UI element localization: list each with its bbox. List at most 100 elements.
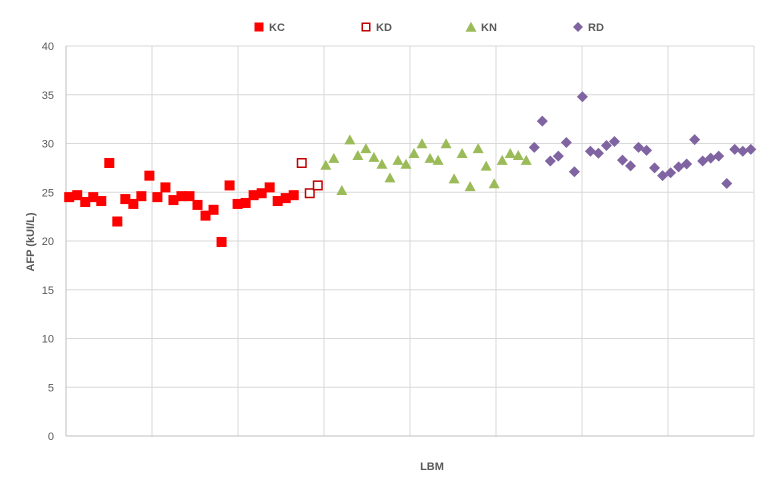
data-point bbox=[488, 178, 500, 189]
data-point bbox=[689, 134, 701, 146]
y-tick-label: 20 bbox=[42, 236, 54, 248]
data-point bbox=[592, 147, 604, 159]
data-point bbox=[288, 190, 299, 201]
data-point bbox=[600, 139, 612, 151]
data-point bbox=[681, 158, 693, 170]
data-point bbox=[520, 154, 532, 165]
data-point bbox=[625, 160, 637, 172]
data-point bbox=[224, 180, 235, 191]
data-point bbox=[248, 190, 259, 201]
data-point bbox=[552, 150, 564, 162]
data-point bbox=[152, 192, 163, 203]
axes bbox=[65, 46, 754, 437]
y-tick-label: 15 bbox=[42, 285, 54, 297]
y-tick-label: 35 bbox=[42, 90, 54, 102]
legend-label: KC bbox=[269, 22, 285, 34]
data-point bbox=[120, 194, 131, 205]
data-point bbox=[745, 143, 757, 155]
legend-item: KD bbox=[361, 22, 392, 34]
data-point bbox=[360, 143, 372, 154]
data-point bbox=[144, 170, 155, 181]
data-point bbox=[432, 154, 444, 165]
data-point bbox=[160, 182, 171, 193]
data-point bbox=[576, 91, 588, 103]
y-tick-label: 5 bbox=[48, 382, 54, 394]
y-tick-label: 30 bbox=[42, 139, 54, 151]
data-point bbox=[256, 188, 267, 199]
data-point bbox=[192, 199, 203, 210]
data-point bbox=[184, 191, 195, 202]
legend-label: RD bbox=[588, 22, 604, 34]
data-point bbox=[280, 193, 291, 204]
data-point bbox=[560, 137, 572, 149]
data-point bbox=[112, 216, 123, 227]
data-point bbox=[392, 154, 404, 165]
data-point bbox=[641, 144, 653, 156]
data-point bbox=[649, 162, 661, 174]
data-point bbox=[208, 204, 219, 215]
data-point bbox=[456, 148, 468, 158]
data-point bbox=[480, 160, 492, 171]
data-point bbox=[536, 115, 548, 127]
data-point bbox=[352, 149, 364, 160]
data-point bbox=[88, 192, 99, 203]
data-point bbox=[721, 177, 733, 189]
data-point bbox=[416, 138, 428, 149]
data-point bbox=[584, 145, 596, 157]
legend-marker-rd bbox=[573, 22, 583, 32]
y-axis-title: AFP (kUI/L) bbox=[25, 212, 37, 271]
legend-label: KN bbox=[481, 22, 497, 34]
data-point bbox=[512, 149, 524, 160]
data-point bbox=[448, 173, 460, 184]
data-points bbox=[64, 91, 757, 247]
grid bbox=[66, 45, 755, 436]
data-point bbox=[328, 152, 340, 163]
data-point bbox=[96, 196, 107, 207]
data-point bbox=[264, 182, 275, 193]
data-point bbox=[729, 143, 741, 155]
data-point bbox=[200, 210, 211, 221]
data-point bbox=[408, 148, 420, 158]
data-point bbox=[104, 158, 115, 168]
data-point bbox=[312, 180, 323, 191]
data-point bbox=[665, 167, 677, 179]
data-point bbox=[705, 152, 717, 164]
data-point bbox=[72, 190, 83, 201]
data-point bbox=[296, 158, 307, 168]
data-point bbox=[713, 150, 725, 162]
data-point bbox=[616, 154, 628, 166]
legend-label: KD bbox=[376, 22, 392, 34]
y-tick-label: 40 bbox=[42, 41, 54, 53]
data-point bbox=[320, 159, 332, 170]
data-point bbox=[472, 143, 484, 154]
data-point bbox=[440, 138, 452, 149]
legend-item: RD bbox=[573, 22, 604, 34]
data-point bbox=[568, 166, 580, 178]
data-point bbox=[400, 158, 412, 169]
legend-item: KC bbox=[254, 22, 285, 34]
data-point bbox=[336, 185, 348, 196]
data-point bbox=[544, 155, 556, 167]
data-point bbox=[504, 148, 516, 158]
data-point bbox=[304, 188, 315, 199]
legend-item: KN bbox=[465, 21, 497, 34]
legend-marker-kd bbox=[361, 22, 371, 32]
data-point bbox=[272, 196, 283, 207]
data-point bbox=[424, 152, 436, 163]
data-point bbox=[344, 134, 356, 145]
data-point bbox=[608, 136, 620, 148]
data-point bbox=[240, 197, 251, 208]
legend-marker-kc bbox=[254, 22, 264, 32]
series-kc bbox=[64, 158, 299, 247]
series-rd bbox=[528, 91, 757, 189]
series-kd bbox=[296, 158, 323, 199]
data-point bbox=[232, 198, 243, 209]
data-point bbox=[168, 195, 179, 206]
data-point bbox=[216, 236, 227, 247]
data-point bbox=[464, 181, 476, 192]
legend-marker-kn bbox=[465, 21, 477, 32]
data-point bbox=[64, 192, 75, 203]
data-point bbox=[368, 151, 380, 162]
y-tick-label: 10 bbox=[42, 334, 54, 346]
